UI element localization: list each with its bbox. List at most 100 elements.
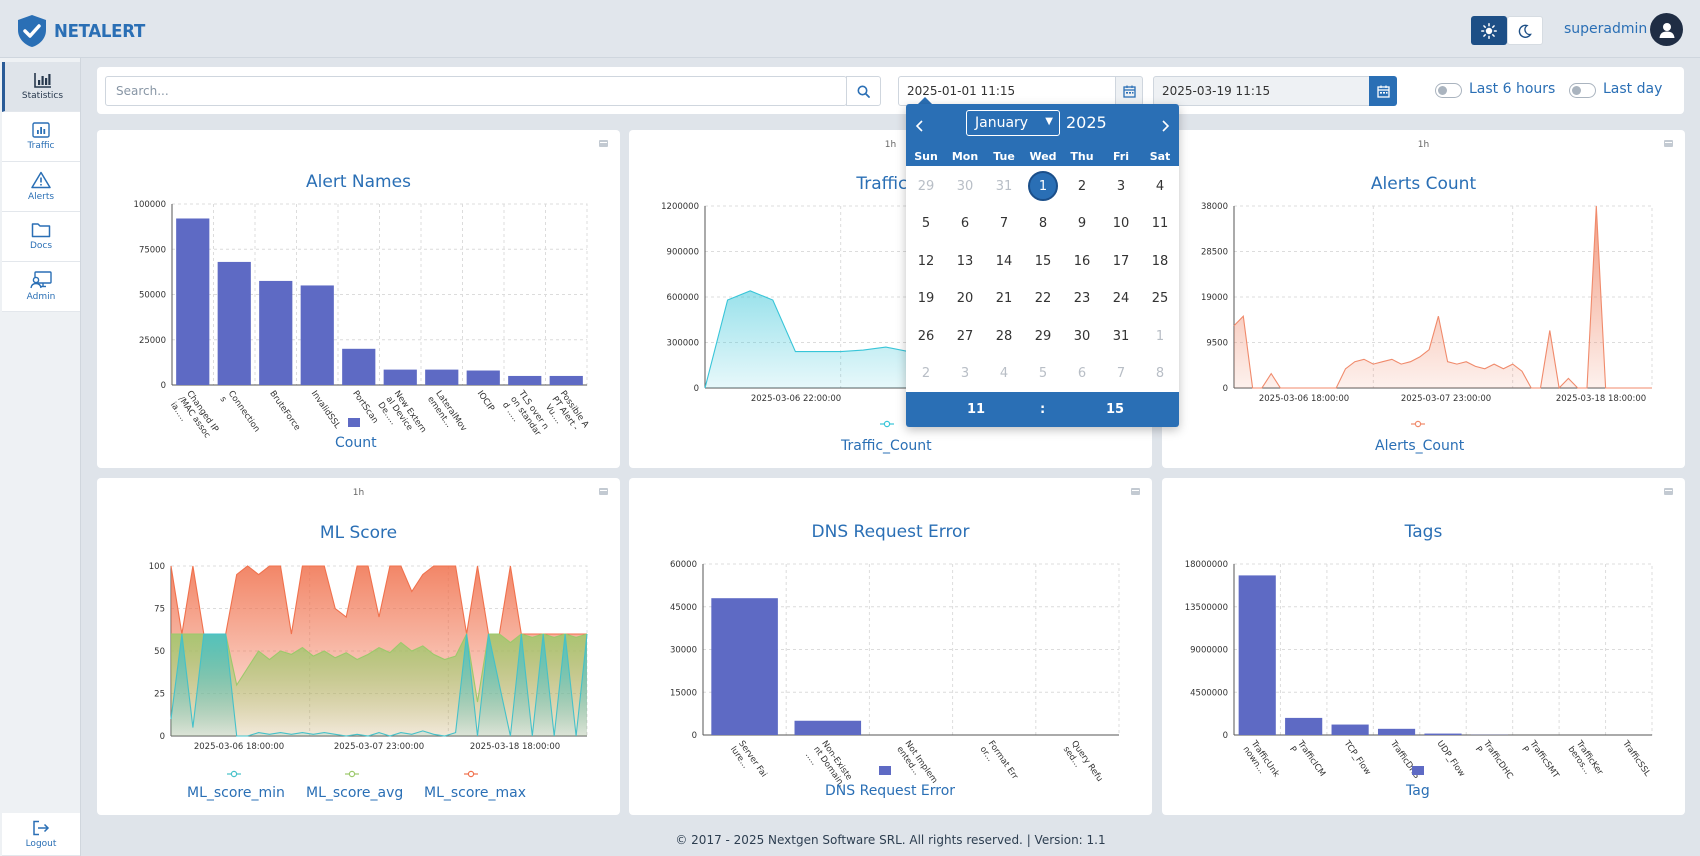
calendar-day[interactable]: 20 [956,291,974,306]
y-tick-label: 100000 [134,200,166,210]
legend-marker [467,770,475,778]
calendar-day[interactable]: 19 [917,291,935,306]
previous-month-button[interactable] [908,114,932,138]
card-title: DNS Request Error [811,522,970,542]
calendar-day[interactable]: 4 [999,366,1009,381]
calendar-day[interactable]: 31 [1112,328,1130,344]
x-tick-label-line: TrafficICM [1295,738,1327,778]
calendar-day[interactable]: 13 [956,253,974,269]
sun-icon [1481,22,1497,39]
calendar-day[interactable]: 30 [1073,328,1091,344]
x-tick-label-line: Connection [226,389,262,434]
calendar-day[interactable]: 4 [1155,178,1165,194]
weekday-header: Tue [993,150,1015,163]
calendar-day[interactable]: 2 [921,366,931,381]
calendar-day[interactable]: 5 [921,216,931,231]
month-select[interactable]: January ▼ [966,110,1060,136]
sidebar-item-traffic[interactable]: Traffic [2,112,80,162]
hour-value[interactable]: 11 [967,402,986,417]
start-date-input[interactable]: 2025-01-01 11:15 [898,76,1116,106]
calendar-day[interactable]: 23 [1073,291,1091,306]
calendar-day[interactable]: 15 [1034,253,1052,269]
legend-marker [883,420,891,428]
tags-chart: 0 4500000 9000000 13500000 18000000 TrafficUn… [1185,560,1653,781]
calendar-day[interactable]: 6 [1077,366,1087,381]
y-tick-label: 38000 [1201,202,1228,212]
calendar-day[interactable]: 14 [995,253,1013,269]
y-tick-label: 45000 [670,603,697,613]
calendar-day[interactable]: 5 [1038,366,1048,381]
calendar-day[interactable]: 1 [1155,328,1165,344]
search-input[interactable] [105,76,847,106]
bar [342,348,376,385]
calendar-day[interactable]: 9 [1077,216,1087,231]
x-tick-label-line: IOCIP [475,389,496,413]
x-tick-label-line: s [218,395,229,405]
calendar-day[interactable]: 18 [1151,253,1169,269]
bar [1285,717,1323,735]
logout-button[interactable]: Logout [2,813,80,856]
end-date-input[interactable]: 2025-03-19 11:15 [1153,76,1371,106]
calendar-day[interactable]: 1 [1028,171,1058,201]
calendar-day[interactable]: 12 [917,253,935,269]
app-logo[interactable]: NETALERT [16,14,153,48]
calendar-day[interactable]: 10 [1112,216,1130,231]
sidebar-item-admin[interactable]: Admin [2,262,80,312]
sidebar-item-label: Alerts [27,192,55,202]
calendar-day[interactable]: 3 [960,366,970,381]
user-avatar[interactable] [1650,13,1683,46]
search-button[interactable] [846,76,881,106]
calendar-day[interactable]: 22 [1034,291,1052,306]
calendar-day[interactable]: 7 [999,216,1009,231]
sidebar-item-statistics[interactable]: Statistics [2,62,80,112]
card-menu-icon[interactable] [1664,488,1673,495]
calendar-day[interactable]: 29 [917,178,935,194]
sidebar-item-docs[interactable]: Docs [2,212,80,262]
last-6-hours-toggle[interactable] [1435,83,1462,98]
calendar-day[interactable]: 8 [1038,216,1048,231]
calendar-day[interactable]: 24 [1112,291,1130,306]
sidebar: Statistics Traffic Alerts Docs [0,58,81,856]
calendar-day[interactable]: 25 [1151,291,1169,306]
card-menu-icon[interactable] [599,488,608,495]
last-6-hours-label: Last 6 hours [1469,81,1556,97]
start-date-calendar-button[interactable] [1115,76,1143,106]
light-theme-button[interactable] [1471,16,1507,45]
calendar-day[interactable]: 16 [1073,253,1091,269]
calendar-day[interactable]: 17 [1112,253,1130,269]
card-menu-icon[interactable] [599,140,608,147]
y-tick-label: 25 [154,690,165,700]
calendar-day[interactable]: 29 [1034,328,1052,344]
calendar-day[interactable]: 21 [995,291,1013,306]
calendar-day[interactable]: 2 [1077,178,1087,194]
calendar-day[interactable]: 26 [917,328,935,344]
user-name[interactable]: superadmin [1564,21,1648,37]
minute-value[interactable]: 15 [1106,402,1125,417]
x-tick-label: Server Failure... [728,739,769,785]
last-day-toggle[interactable] [1569,83,1596,98]
calendar-day[interactable]: 31 [995,178,1013,194]
x-tick-label-line: TrafficSSL [1620,738,1652,778]
calendar-day[interactable]: 7 [1116,366,1126,381]
sidebar-item-alerts[interactable]: Alerts [2,162,80,212]
footer-copyright: © 2017 - 2025 Nextgen Software SRL. All … [675,833,1106,847]
card-menu-icon[interactable] [1131,488,1140,495]
card-menu-icon[interactable] [1664,140,1673,147]
x-tick-label: LateralMovement... [425,389,468,439]
calendar-day[interactable]: 3 [1116,178,1126,194]
calendar-day[interactable]: 30 [956,178,974,194]
y-tick-label: 75000 [139,245,166,255]
dark-theme-button[interactable] [1507,16,1543,45]
end-date-calendar-button[interactable] [1369,76,1397,106]
chevron-down-icon: ▼ [1045,116,1053,127]
next-month-button[interactable] [1153,114,1177,138]
calendar-day[interactable]: 8 [1155,366,1165,381]
calendar-day[interactable]: 11 [1151,216,1169,231]
year-value[interactable]: 2025 [1066,113,1107,132]
calendar-day[interactable]: 27 [956,328,974,344]
tags-card: Tags 0 4500000 9000000 13500000 18000000 Traf… [1162,478,1685,815]
calendar-day[interactable]: 6 [960,216,970,231]
calendar-day[interactable]: 28 [995,328,1013,344]
x-tick-label-line: InvalidSSL [309,389,342,431]
weekday-header: Thu [1070,150,1094,163]
